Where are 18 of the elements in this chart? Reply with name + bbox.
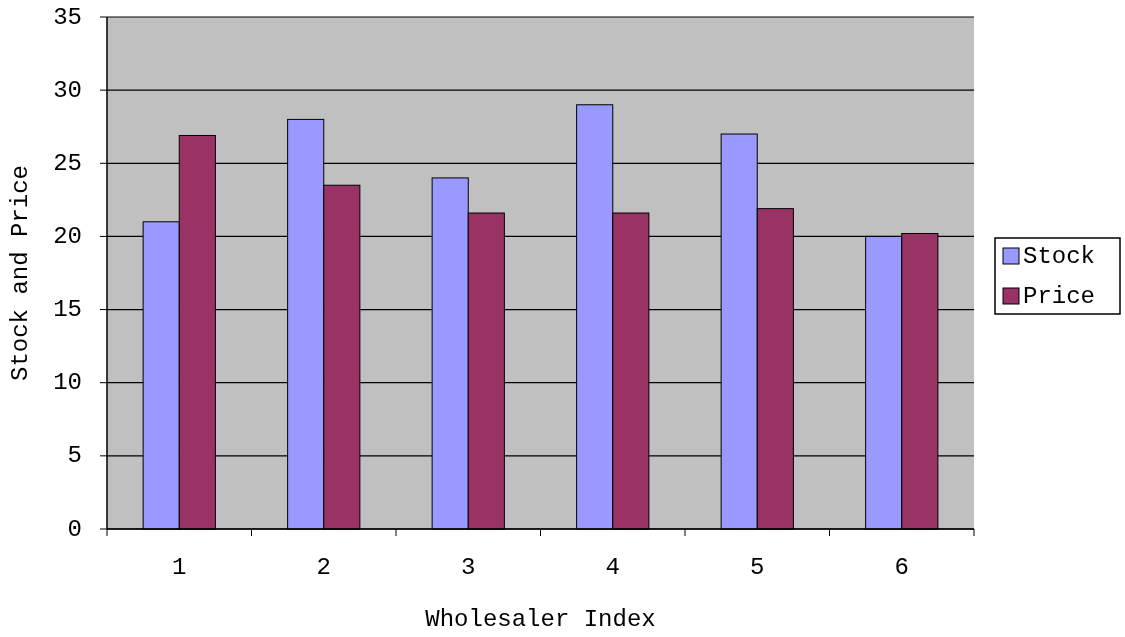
y-axis-title: Stock and Price: [7, 164, 34, 382]
legend-label: Stock: [1023, 242, 1096, 270]
x-tick-label: 3: [461, 554, 476, 581]
y-tick-label: 30: [53, 76, 82, 104]
y-tick-label: 10: [53, 369, 82, 397]
x-tick-label: 1: [172, 554, 187, 581]
y-tick-label: 5: [67, 442, 82, 470]
x-tick-label: 6: [894, 554, 909, 581]
y-tick-label: 15: [53, 296, 82, 324]
y-tick-label: 35: [53, 3, 82, 31]
x-tick-label: 5: [750, 554, 765, 581]
y-tick-label: 20: [53, 222, 82, 250]
y-tick-label: 25: [53, 149, 82, 177]
x-axis-title: Wholesaler Index: [425, 606, 656, 633]
x-tick-label: 2: [316, 554, 331, 581]
y-tick-label: 0: [67, 515, 82, 543]
legend-label: Price: [1023, 282, 1096, 310]
x-tick-label: 4: [605, 554, 620, 581]
